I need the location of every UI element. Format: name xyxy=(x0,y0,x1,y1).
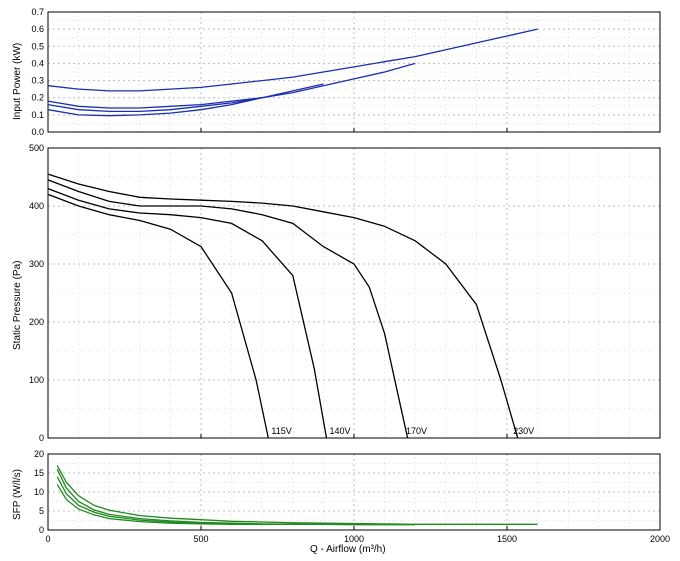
fan-performance-chart: 0.00.10.20.30.40.50.60.70100200300400500… xyxy=(0,0,680,561)
svg-text:10: 10 xyxy=(34,487,44,497)
svg-text:0: 0 xyxy=(39,433,44,443)
svg-text:0.2: 0.2 xyxy=(31,93,44,103)
svg-text:20: 20 xyxy=(34,449,44,459)
svg-text:0.6: 0.6 xyxy=(31,24,44,34)
svg-text:100: 100 xyxy=(29,375,44,385)
ylabel-pressure: Static Pressure (Pa) xyxy=(12,261,23,350)
svg-text:0.3: 0.3 xyxy=(31,76,44,86)
ylabel-sfp: SFP (W/l/s) xyxy=(12,469,23,520)
ylabel-power: Input Power (kW) xyxy=(12,43,23,120)
svg-text:1500: 1500 xyxy=(497,534,517,544)
svg-text:15: 15 xyxy=(34,468,44,478)
svg-text:400: 400 xyxy=(29,201,44,211)
svg-text:200: 200 xyxy=(29,317,44,327)
svg-text:115V: 115V xyxy=(271,426,291,436)
svg-text:500: 500 xyxy=(193,534,208,544)
svg-text:500: 500 xyxy=(29,143,44,153)
svg-text:1000: 1000 xyxy=(344,534,364,544)
svg-text:0.1: 0.1 xyxy=(31,110,44,120)
svg-text:2000: 2000 xyxy=(650,534,670,544)
xlabel-airflow: Q - Airflow (m³/h) xyxy=(310,544,386,555)
svg-text:0.4: 0.4 xyxy=(31,58,44,68)
svg-text:0: 0 xyxy=(45,534,50,544)
svg-text:230V: 230V xyxy=(513,426,534,436)
svg-text:5: 5 xyxy=(39,506,44,516)
svg-text:0.7: 0.7 xyxy=(31,7,44,17)
svg-text:0.0: 0.0 xyxy=(31,127,44,137)
svg-text:140V: 140V xyxy=(330,426,351,436)
svg-text:300: 300 xyxy=(29,259,44,269)
svg-text:0: 0 xyxy=(39,525,44,535)
svg-text:0.5: 0.5 xyxy=(31,41,44,51)
svg-text:170V: 170V xyxy=(406,426,427,436)
